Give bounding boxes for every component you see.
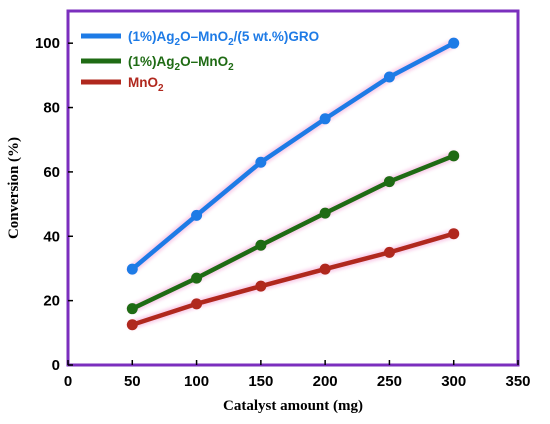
y-tick-label: 20 bbox=[43, 293, 60, 310]
legend-label-part: MnO bbox=[128, 75, 158, 90]
plot-frame bbox=[66, 9, 520, 367]
y-tick-label: 60 bbox=[43, 164, 60, 181]
legend-label-part: O–MnO bbox=[180, 29, 228, 44]
series-1-point bbox=[126, 303, 138, 315]
data-points-layer bbox=[126, 37, 460, 331]
series-0-halo bbox=[127, 38, 459, 274]
legend-label-part: 2 bbox=[158, 83, 164, 94]
series-2-point bbox=[126, 319, 138, 331]
series-0-point bbox=[255, 156, 267, 168]
series-2-point bbox=[383, 246, 395, 258]
x-tick-label: 200 bbox=[313, 373, 338, 390]
series-2-point bbox=[448, 228, 460, 240]
x-tick-label: 250 bbox=[377, 373, 402, 390]
x-tick-label: 300 bbox=[441, 373, 466, 390]
series-2-point bbox=[255, 280, 267, 292]
legend-label-part: (1%)Ag bbox=[128, 54, 175, 69]
x-tick-label: 100 bbox=[184, 373, 209, 390]
series-1-point bbox=[191, 272, 203, 284]
series-1-point bbox=[255, 239, 267, 251]
series-0-point bbox=[319, 113, 331, 125]
series-0-point bbox=[126, 263, 138, 275]
legend-label-part: O–MnO bbox=[180, 54, 228, 69]
legend-label-part: /(5 wt.%)GRO bbox=[234, 29, 320, 44]
x-tick-label: 0 bbox=[64, 373, 72, 390]
legend-label-part: 2 bbox=[228, 37, 234, 48]
y-tick-label: 100 bbox=[35, 35, 60, 52]
series-0-line bbox=[130, 40, 456, 272]
y-axis-ticks: 0 20 40 60 80 100 bbox=[35, 35, 73, 374]
y-axis-title: Conversion (%) bbox=[6, 137, 22, 239]
x-tick-label: 350 bbox=[505, 373, 530, 390]
series-2-point bbox=[191, 298, 203, 310]
legend: (1%)Ag2O–MnO2/(5 wt.%)GRO(1%)Ag2O–MnO2Mn… bbox=[81, 29, 319, 94]
x-axis-title: Catalyst amount (mg) bbox=[223, 398, 363, 414]
legend-label-part: 2 bbox=[175, 37, 181, 48]
series-lines-layer bbox=[130, 40, 456, 328]
series-2-line bbox=[130, 231, 456, 328]
legend-label-part: (1%)Ag bbox=[128, 29, 175, 44]
series-0-point bbox=[191, 209, 203, 221]
series-1-line bbox=[130, 153, 456, 311]
legend-label-1: (1%)Ag2O–MnO2 bbox=[128, 54, 234, 73]
legend-label-part: 2 bbox=[228, 62, 234, 73]
y-tick-label: 0 bbox=[52, 357, 60, 374]
series-2-point bbox=[319, 263, 331, 275]
y-tick-label: 80 bbox=[43, 100, 60, 117]
x-tick-label: 50 bbox=[124, 373, 141, 390]
series-1-point bbox=[448, 150, 460, 162]
y-tick-label: 40 bbox=[43, 228, 60, 245]
series-0-point bbox=[448, 37, 460, 49]
legend-label-part: 2 bbox=[175, 62, 181, 73]
legend-label-0: (1%)Ag2O–MnO2/(5 wt.%)GRO bbox=[128, 29, 319, 48]
series-1-point bbox=[319, 207, 331, 219]
series-1-point bbox=[383, 176, 395, 188]
line-shadow-layer bbox=[127, 38, 459, 330]
series-0-point bbox=[383, 71, 395, 83]
x-axis-ticks: 0 50 100 150 200 250 300 350 bbox=[64, 360, 531, 390]
legend-label-2: MnO2 bbox=[128, 75, 164, 94]
x-tick-label: 150 bbox=[248, 373, 273, 390]
